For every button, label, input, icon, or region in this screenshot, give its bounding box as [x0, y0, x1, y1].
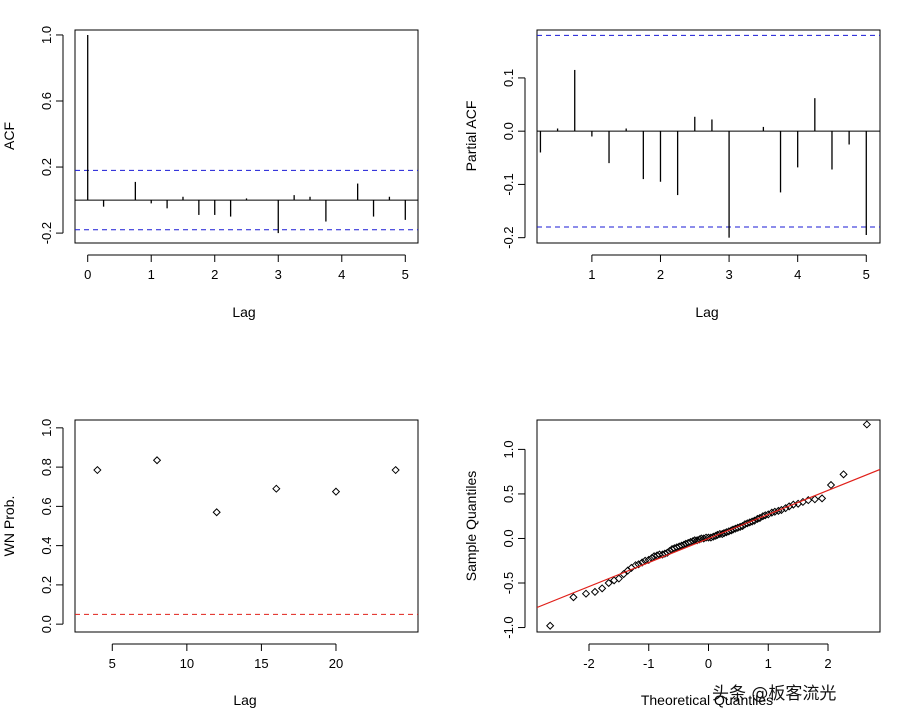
acf-y-axis-title: ACF: [1, 122, 17, 150]
pacf-y-tick-label: -0.1: [501, 173, 516, 195]
pacf-x-axis-title: Lag: [695, 304, 718, 320]
qq-points-group: [537, 420, 880, 630]
wn-point: [212, 508, 221, 517]
qq-point: [826, 480, 836, 490]
qq-x-axis-title: Theoretical Quantiles: [641, 692, 773, 708]
acf-x-tick-label: 0: [84, 267, 91, 282]
pacf-panel: 1 2 3 4 5 -0.2 -0.1 0.0 0.1 Lag Partial ACF: [463, 29, 881, 320]
pacf-y-tick-label: 0.0: [501, 122, 516, 140]
wn-point: [272, 484, 281, 493]
qq-point: [581, 589, 591, 598]
pacf-y-axis-title: Partial ACF: [463, 101, 479, 172]
acf-x-tick-label: 2: [211, 267, 218, 282]
pacf-x-tick-label: 2: [657, 267, 664, 282]
qq-plot-panel: -2 -1 0 1 2 -1.0 -0.5 0.0 0.5 1.0 Theoretical Quan…: [463, 419, 881, 708]
wn-prob-panel: 5 10 15 20 0.0 0.2 0.4 0.6 0.8 1.0 Lag WN Prob.: [1, 419, 419, 708]
wn-x-tick-label: 5: [109, 656, 116, 671]
pacf-x-tick-label: 1: [588, 267, 595, 282]
qq-point: [817, 494, 827, 503]
pacf-x-tick-label: 5: [863, 267, 870, 282]
qq-point: [634, 560, 643, 569]
pacf-y-tick-label: -0.2: [501, 226, 516, 248]
wn-point: [391, 465, 400, 475]
qq-point: [810, 495, 819, 504]
qq-x-tick-label: 1: [765, 656, 772, 671]
pacf-x-tick-label: 4: [794, 267, 801, 282]
wn-point: [152, 456, 162, 465]
wn-y-tick-label: 0.4: [39, 537, 54, 555]
qq-point: [727, 526, 736, 535]
acf-y-tick-label: -0.2: [39, 222, 54, 244]
wn-x-tick-label: 15: [254, 656, 268, 671]
acf-x-tick-label: 4: [338, 267, 345, 282]
qq-x-tick-label: 2: [824, 656, 831, 671]
wn-y-tick-label: 0.0: [39, 615, 54, 633]
qq-point: [695, 535, 704, 544]
qq-y-tick-label: -1.0: [501, 616, 516, 638]
wn-y-axis-title: WN Prob.: [1, 496, 17, 557]
qq-y-tick-label: -0.5: [501, 572, 516, 594]
qq-reference-line: [537, 468, 880, 609]
qq-point: [862, 420, 871, 429]
watermark-text: 头条 @板客流光: [712, 684, 836, 704]
acf-x-tick-label: 3: [275, 267, 282, 282]
acf-x-tick-label: 5: [402, 267, 409, 282]
qq-point: [644, 555, 653, 564]
qq-y-tick-label: 0.5: [501, 485, 516, 503]
acf-x-axis-title: Lag: [232, 304, 255, 320]
qq-point: [590, 587, 600, 597]
qq-point: [569, 593, 578, 602]
acf-panel: 0 1 2 3 4 5 -0.2 0.2 0.6 1.0 Lag ACF: [1, 26, 419, 320]
wn-point: [93, 465, 102, 475]
acf-x-tick-label: 1: [148, 267, 155, 282]
qq-x-tick-label: 0: [705, 656, 712, 671]
acf-y-tick-label: 0.6: [39, 92, 54, 110]
qq-y-tick-label: 0.0: [501, 529, 516, 547]
qq-point: [663, 548, 672, 557]
qq-point: [546, 621, 555, 630]
qq-point: [598, 584, 607, 593]
wn-y-tick-label: 0.8: [39, 458, 54, 476]
qq-point: [839, 470, 848, 479]
wn-y-tick-label: 0.2: [39, 576, 54, 594]
pacf-y-tick-label: 0.1: [501, 69, 516, 87]
qq-point: [614, 574, 623, 583]
wn-y-tick-label: 1.0: [39, 419, 54, 437]
wn-x-tick-label: 20: [329, 656, 343, 671]
acf-y-tick-label: 0.2: [39, 158, 54, 176]
qq-x-tick-label: -2: [583, 656, 595, 671]
pacf-x-tick-label: 3: [725, 267, 732, 282]
qq-y-tick-label: 1.0: [501, 440, 516, 458]
wn-plot-frame: [74, 419, 419, 633]
qq-plot-frame: [536, 419, 881, 633]
qq-x-tick-label: -1: [643, 656, 655, 671]
wn-point: [331, 487, 341, 496]
pacf-plot-frame: [536, 29, 881, 244]
qq-point: [718, 529, 727, 539]
wn-x-tick-label: 10: [180, 656, 194, 671]
acf-plot-frame: [74, 29, 419, 244]
acf-y-tick-label: 1.0: [39, 26, 54, 44]
wn-y-tick-label: 0.6: [39, 497, 54, 515]
qq-point: [724, 527, 733, 536]
qq-point: [604, 578, 613, 588]
qq-y-axis-title: Sample Quantiles: [463, 471, 479, 582]
wn-x-axis-title: Lag: [233, 692, 256, 708]
qq-point: [631, 561, 640, 570]
qq-point: [638, 558, 647, 567]
